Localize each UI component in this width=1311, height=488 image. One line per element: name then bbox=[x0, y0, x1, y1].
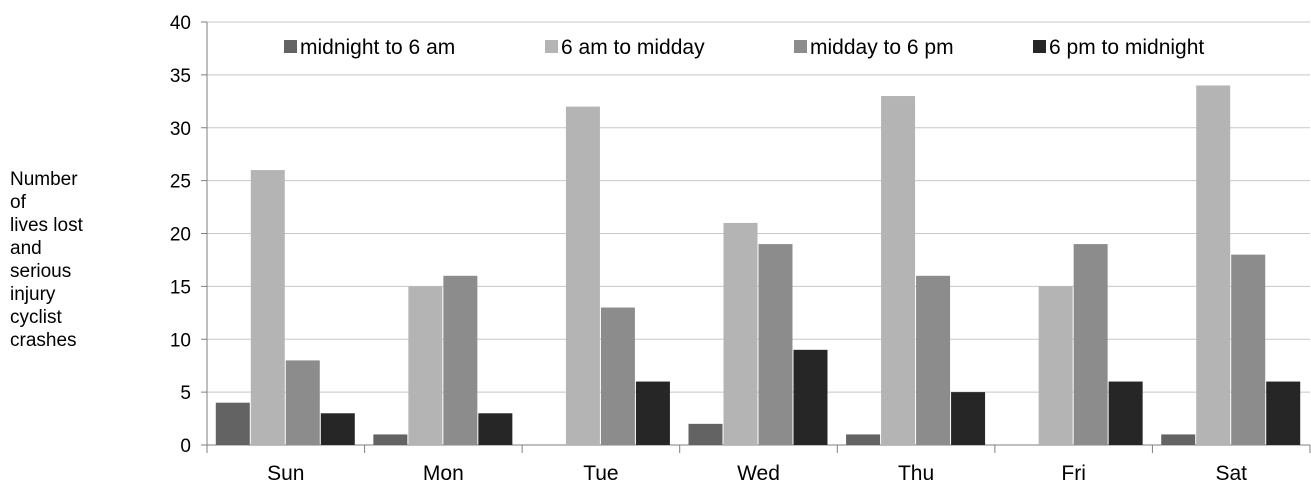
bar bbox=[951, 392, 986, 445]
y-tick-label: 35 bbox=[170, 66, 191, 87]
bar bbox=[688, 423, 723, 445]
bar bbox=[758, 244, 793, 445]
bar bbox=[320, 413, 355, 445]
legend-swatch bbox=[794, 40, 807, 53]
bar bbox=[565, 106, 600, 445]
bar bbox=[1266, 381, 1301, 445]
x-tick-label: Wed bbox=[737, 462, 780, 485]
y-tick-label: 20 bbox=[170, 225, 191, 246]
x-tick-label: Sat bbox=[1215, 462, 1247, 485]
bar bbox=[478, 413, 513, 445]
bar bbox=[285, 360, 320, 445]
legend-swatch bbox=[545, 40, 558, 53]
bar bbox=[635, 381, 670, 445]
x-tick-label: Sun bbox=[267, 462, 304, 485]
y-tick-label: 40 bbox=[170, 13, 191, 34]
y-axis-label-line: lives lost bbox=[10, 215, 83, 236]
y-tick-label: 15 bbox=[170, 277, 191, 298]
bar bbox=[600, 307, 635, 445]
y-tick-label: 25 bbox=[170, 172, 191, 193]
x-tick-label: Tue bbox=[583, 462, 618, 485]
bar bbox=[1038, 286, 1073, 445]
bar bbox=[250, 170, 285, 446]
x-tick-label: Fri bbox=[1061, 462, 1086, 485]
legend-label: 6 am to midday bbox=[561, 36, 705, 59]
y-tick-label: 30 bbox=[170, 119, 191, 140]
bar bbox=[846, 434, 881, 445]
y-axis-label-line: of bbox=[10, 192, 26, 213]
bar bbox=[373, 434, 408, 445]
bar bbox=[443, 275, 478, 445]
bar bbox=[1231, 254, 1266, 445]
x-tick-label: Mon bbox=[423, 462, 464, 485]
legend-label: 6 pm to midnight bbox=[1049, 36, 1204, 59]
y-axis-label-line: Number bbox=[10, 169, 78, 190]
legend-swatch bbox=[284, 40, 297, 53]
y-axis-label-line: cyclist bbox=[10, 307, 62, 328]
bar bbox=[408, 286, 443, 445]
bar bbox=[1108, 381, 1143, 445]
bar bbox=[215, 402, 250, 445]
x-tick-label: Thu bbox=[898, 462, 934, 485]
y-axis-label-line: injury bbox=[10, 284, 56, 305]
bar bbox=[916, 275, 951, 445]
legend-swatch bbox=[1033, 40, 1046, 53]
y-axis-label: Number of lives lost and serious injury … bbox=[10, 168, 130, 352]
y-tick-label: 10 bbox=[170, 330, 191, 351]
legend-label: midnight to 6 am bbox=[300, 36, 455, 59]
y-axis-label-line: serious bbox=[10, 261, 72, 282]
bar bbox=[793, 349, 828, 445]
y-axis-label-line: and bbox=[10, 238, 42, 259]
bar bbox=[723, 222, 758, 445]
y-axis-label-line: crashes bbox=[10, 330, 77, 351]
bar bbox=[1196, 85, 1231, 445]
bar bbox=[1073, 244, 1108, 445]
legend-label: midday to 6 pm bbox=[810, 36, 954, 59]
y-tick-label: 0 bbox=[180, 436, 191, 457]
bar bbox=[881, 96, 916, 446]
bar bbox=[1161, 434, 1196, 445]
y-tick-label: 5 bbox=[180, 383, 191, 404]
